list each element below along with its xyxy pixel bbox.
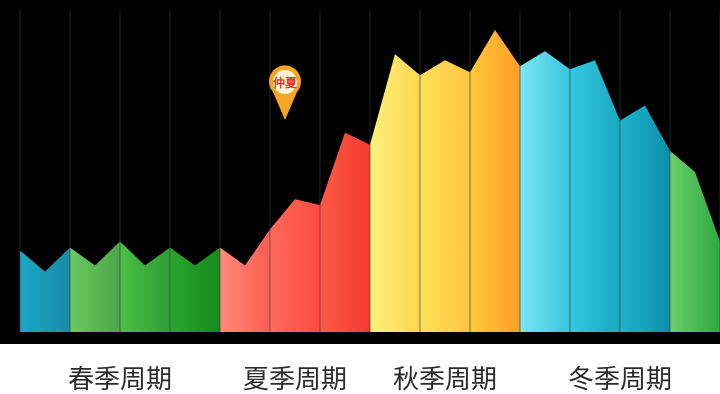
- season-label-summer: 夏季周期: [243, 365, 347, 394]
- midsummer-label: 仲夏: [273, 75, 298, 90]
- area-band-summer-4: [220, 229, 270, 332]
- area-band-spring-2: [120, 241, 170, 332]
- area-band-autumn-8: [420, 60, 470, 332]
- area-band-winter-10: [520, 51, 570, 332]
- area-band-winter-12: [620, 105, 670, 332]
- area-band-spring-0: [20, 247, 70, 332]
- area-band-autumn-7: [370, 54, 420, 332]
- area-band-spring-3: [170, 247, 220, 332]
- area-band-spring-1: [70, 241, 120, 332]
- area-band-winter-11: [570, 60, 620, 332]
- area-band-autumn-9: [470, 30, 520, 332]
- season-label-spring: 春季周期: [68, 365, 172, 394]
- area-bands: [20, 30, 720, 332]
- area-band-winter-13: [670, 150, 720, 332]
- location-pin-inner: [273, 70, 297, 94]
- season-label-autumn: 秋季周期: [393, 365, 497, 394]
- area-band-summer-5: [270, 199, 320, 332]
- column-dividers: [19, 10, 720, 332]
- season-label-winter: 冬季周期: [568, 365, 672, 394]
- midsummer-marker: 仲夏: [268, 65, 301, 120]
- area-band-summer-6: [320, 132, 370, 332]
- season-labels: 春季周期 夏季周期 秋季周期 冬季周期: [68, 365, 672, 394]
